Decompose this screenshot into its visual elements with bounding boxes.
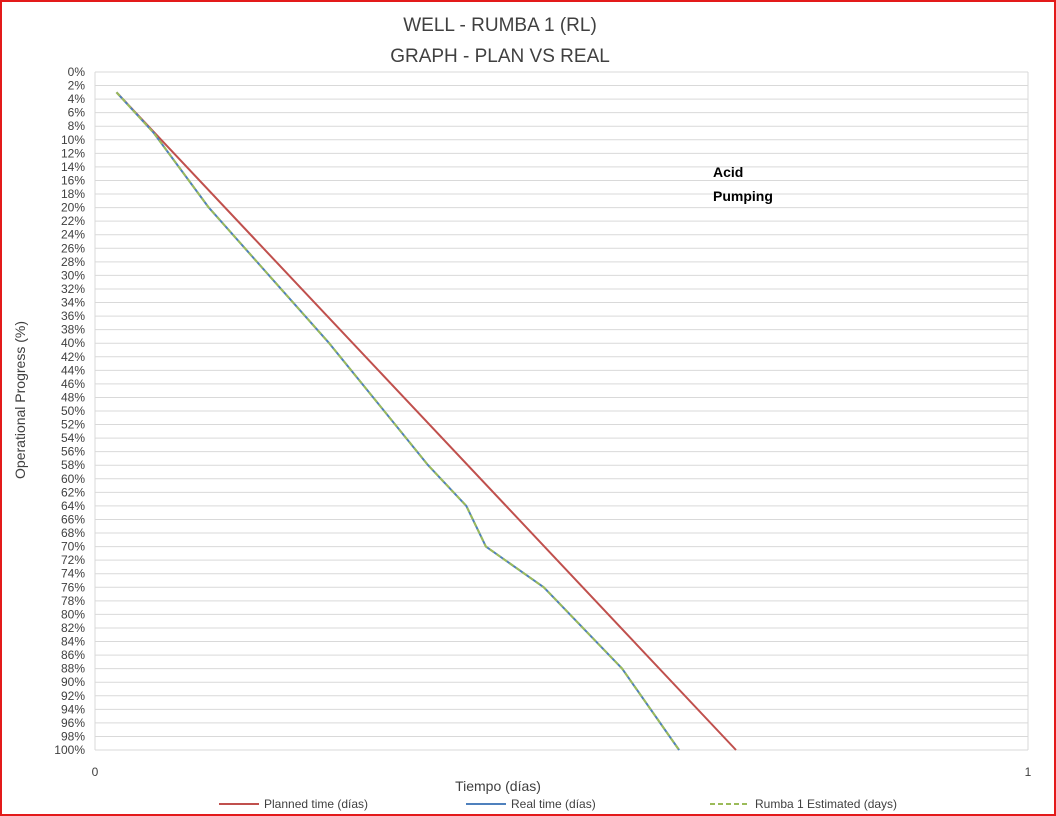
y-tick-labels: 0%2%4%6%8%10%12%14%16%18%20%22%24%26%28%… [54, 65, 85, 757]
y-tick-24: 24% [61, 228, 85, 242]
chart-title-line-1: WELL - RUMBA 1 (RL) [403, 15, 597, 36]
series-line-1 [115, 91, 680, 751]
chart-title-line-2: GRAPH - PLAN VS REAL [390, 46, 610, 67]
y-tick-66: 66% [61, 512, 85, 526]
y-tick-60: 60% [61, 472, 85, 486]
y-tick-72: 72% [61, 553, 85, 567]
annotation-line-1: Acid [713, 164, 743, 180]
y-tick-78: 78% [61, 594, 85, 608]
y-tick-14: 14% [61, 160, 85, 174]
y-tick-46: 46% [61, 377, 85, 391]
y-tick-44: 44% [61, 363, 85, 377]
y-tick-96: 96% [61, 716, 85, 730]
y-tick-76: 76% [61, 580, 85, 594]
y-tick-10: 10% [61, 133, 85, 147]
y-tick-16: 16% [61, 173, 85, 187]
y-tick-36: 36% [61, 309, 85, 323]
y-tick-6: 6% [68, 106, 86, 120]
y-tick-94: 94% [61, 702, 85, 716]
y-tick-56: 56% [61, 445, 85, 459]
y-tick-88: 88% [61, 662, 85, 676]
series-lines [115, 91, 737, 751]
y-tick-38: 38% [61, 323, 85, 337]
y-tick-0: 0% [68, 65, 86, 79]
y-tick-40: 40% [61, 336, 85, 350]
legend: Planned time (días) Real time (días) Rumba… [219, 797, 897, 811]
grid-lines [94, 71, 1029, 751]
y-tick-84: 84% [61, 635, 85, 649]
y-tick-68: 68% [61, 526, 85, 540]
y-tick-58: 58% [61, 458, 85, 472]
y-tick-74: 74% [61, 567, 85, 581]
y-tick-54: 54% [61, 431, 85, 445]
y-tick-64: 64% [61, 499, 85, 513]
y-tick-12: 12% [61, 146, 85, 160]
y-tick-30: 30% [61, 268, 85, 282]
y-tick-86: 86% [61, 648, 85, 662]
x-tick-1: 1 [1025, 765, 1032, 779]
y-tick-50: 50% [61, 404, 85, 418]
legend-label-0: Planned time (días) [264, 797, 368, 811]
y-tick-98: 98% [61, 729, 85, 743]
y-tick-22: 22% [61, 214, 85, 228]
legend-label-1: Real time (días) [511, 797, 596, 811]
annotation-line-2: Pumping [713, 188, 773, 204]
x-axis-label: Tiempo (días) [455, 778, 541, 794]
y-tick-4: 4% [68, 92, 86, 106]
y-tick-48: 48% [61, 390, 85, 404]
y-tick-18: 18% [61, 187, 85, 201]
y-tick-32: 32% [61, 282, 85, 296]
y-tick-52: 52% [61, 418, 85, 432]
y-tick-92: 92% [61, 689, 85, 703]
y-tick-100: 100% [54, 743, 85, 757]
y-tick-80: 80% [61, 607, 85, 621]
legend-label-2: Rumba 1 Estimated (days) [755, 797, 897, 811]
y-tick-28: 28% [61, 255, 85, 269]
y-tick-42: 42% [61, 350, 85, 364]
y-tick-34: 34% [61, 296, 85, 310]
y-tick-90: 90% [61, 675, 85, 689]
x-tick-0: 0 [92, 765, 99, 779]
series-line-2 [115, 91, 680, 751]
y-tick-26: 26% [61, 241, 85, 255]
y-axis-label: Operational Progress (%) [12, 321, 28, 479]
y-tick-2: 2% [68, 79, 86, 93]
y-tick-62: 62% [61, 485, 85, 499]
y-tick-20: 20% [61, 201, 85, 215]
series-line-0 [115, 91, 737, 751]
y-tick-70: 70% [61, 540, 85, 554]
y-tick-8: 8% [68, 119, 86, 133]
y-tick-82: 82% [61, 621, 85, 635]
